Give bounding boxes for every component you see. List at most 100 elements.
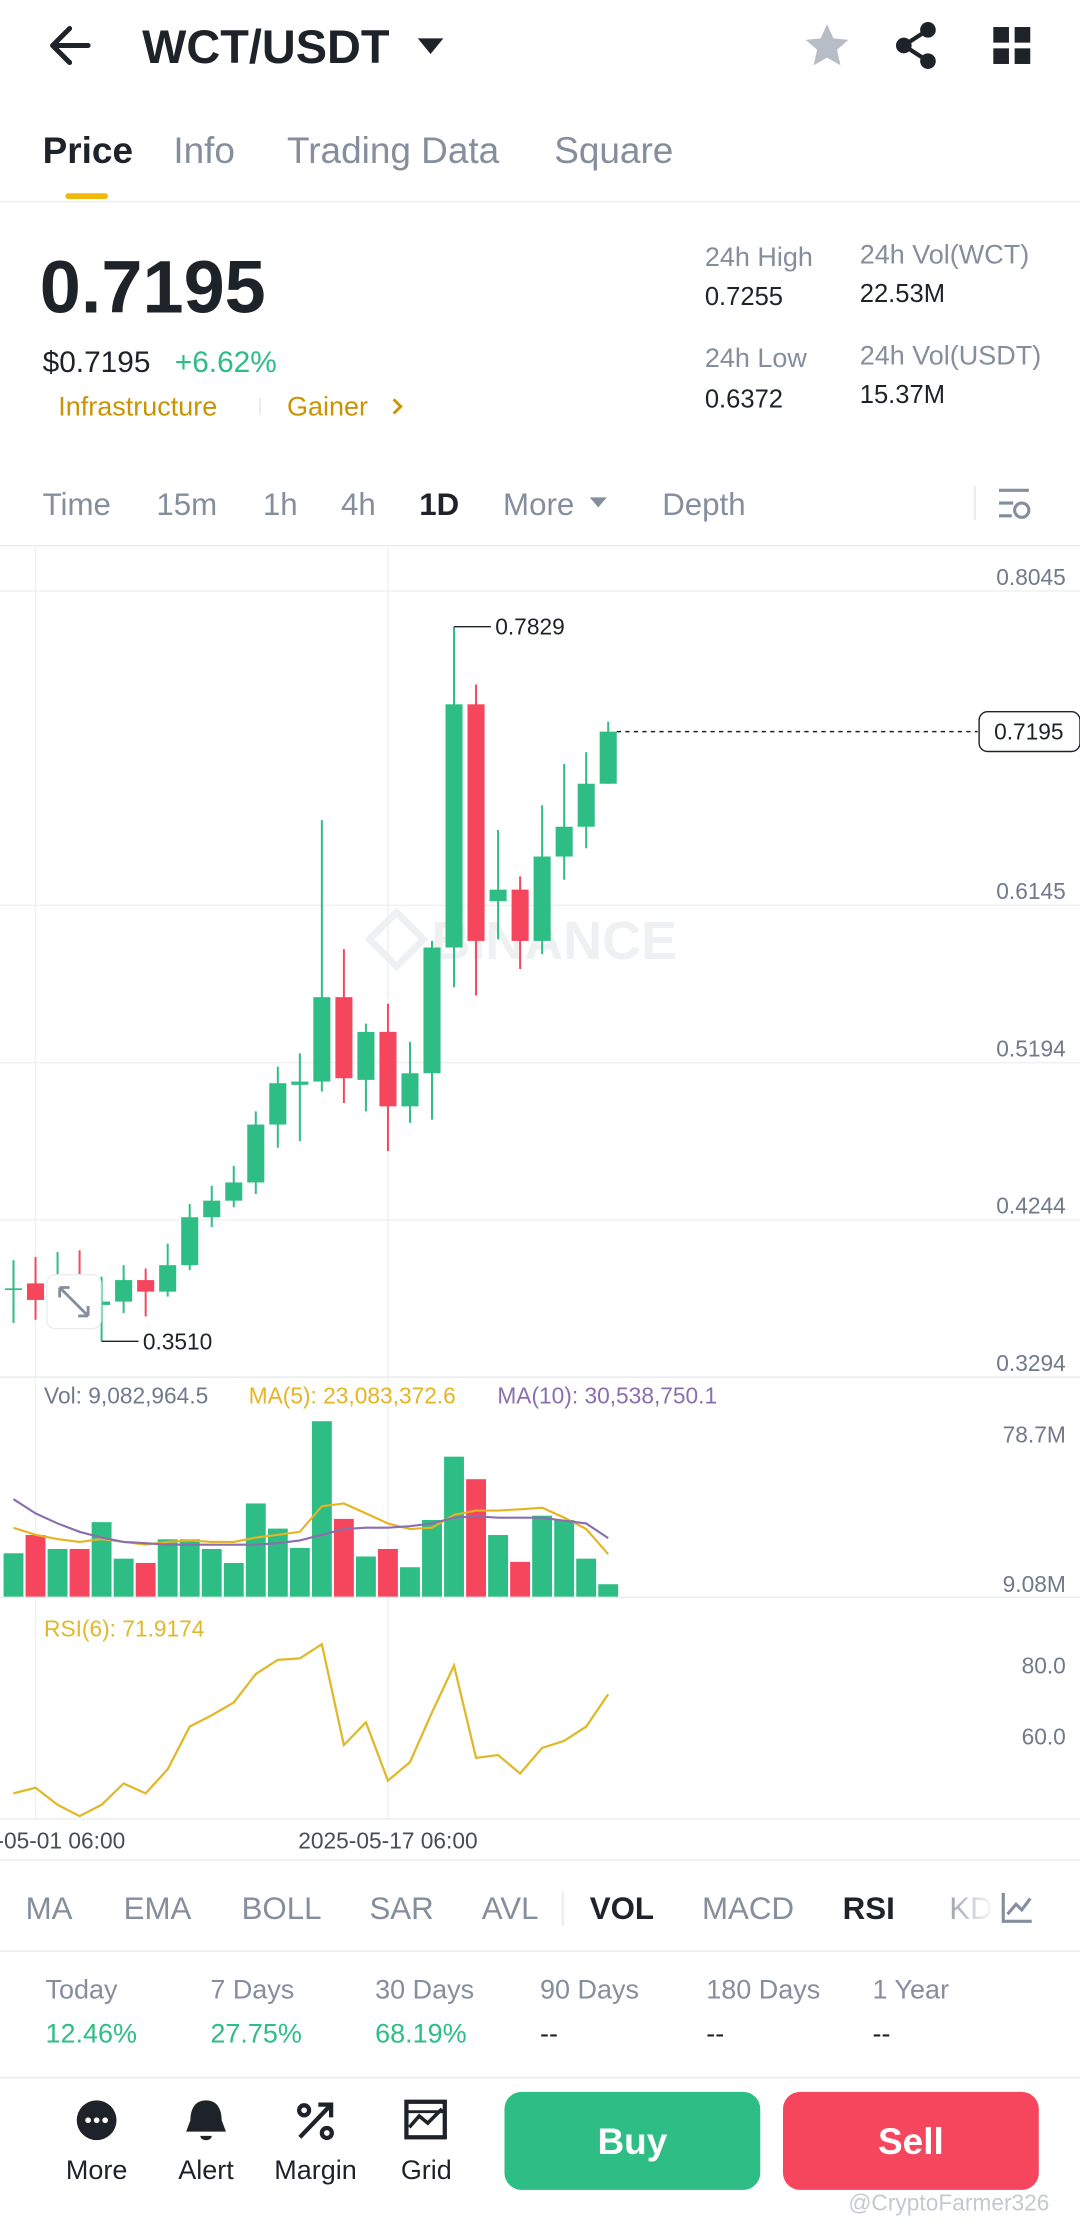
- last-price: 0.7195: [40, 246, 266, 329]
- interval[interactable]: 15m: [156, 487, 217, 522]
- back-button[interactable]: [50, 25, 91, 66]
- period-label: 180 Days: [706, 1975, 820, 2005]
- action-label[interactable]: Margin: [274, 2155, 356, 2185]
- interval[interactable]: 1h: [263, 487, 298, 522]
- y-tick-label: 9.08M: [1003, 1571, 1066, 1597]
- sell-label[interactable]: Sell: [878, 2121, 944, 2162]
- interval[interactable]: 1D: [419, 487, 459, 522]
- indicator-tab[interactable]: VOL: [590, 1891, 654, 1926]
- settings-gear: [1013, 501, 1031, 519]
- more-icon[interactable]: [76, 2100, 117, 2141]
- share-lines: [899, 28, 930, 63]
- indicator-tab[interactable]: AVL: [482, 1891, 539, 1926]
- period-value: 68.19%: [375, 2019, 467, 2049]
- volume-bar: [201, 1548, 222, 1598]
- legend-entry: MA(10): 30,538,750.1: [497, 1383, 717, 1409]
- share-button[interactable]: [895, 22, 936, 69]
- pair-title[interactable]: WCT/USDT: [142, 21, 390, 73]
- volume-bar: [378, 1548, 398, 1598]
- stat-label: 24h Vol(USDT): [860, 340, 1041, 370]
- y-tick-label: 0.3294: [996, 1350, 1065, 1376]
- indicator-tab[interactable]: EMA: [124, 1891, 192, 1926]
- alert-icon[interactable]: [186, 2100, 226, 2141]
- buy-label[interactable]: Buy: [597, 2121, 667, 2162]
- action-label[interactable]: Alert: [178, 2155, 234, 2185]
- candle-body: [27, 1283, 45, 1300]
- x-tick-label: 2025-05-01 06:00: [0, 1827, 125, 1853]
- icon-dot: [93, 2117, 100, 2124]
- performance-row: Today 12.46% 7 Days 27.75% 30 Days 68.19% 90 D…: [45, 1975, 949, 2049]
- volume-bar: [422, 1519, 442, 1598]
- tag[interactable]: Gainer: [287, 391, 368, 421]
- grid-icon[interactable]: [404, 2099, 447, 2140]
- candle-body: [247, 1124, 265, 1183]
- stat-value: 22.53M: [860, 280, 945, 308]
- candle-body: [225, 1182, 243, 1201]
- period-label: 1 Year: [873, 1975, 950, 2005]
- tab[interactable]: Square: [554, 130, 673, 171]
- grid-menu[interactable]: [993, 27, 1031, 64]
- buy-button[interactable]: [504, 2091, 761, 2190]
- legend-entry: MA(5): 23,083,372.6: [249, 1383, 456, 1409]
- indicator-tab[interactable]: RSI: [843, 1891, 895, 1926]
- period-value: 27.75%: [210, 2019, 302, 2049]
- tag[interactable]: Infrastructure: [58, 391, 217, 421]
- volume-bar: [554, 1519, 575, 1598]
- y-tick-label: 0.8045: [996, 564, 1065, 590]
- low-marker-label: 0.3510: [143, 1328, 213, 1354]
- interval[interactable]: 4h: [341, 487, 376, 522]
- margin-arrow: [298, 2102, 334, 2139]
- volume-bar: [400, 1567, 420, 1598]
- action-label[interactable]: More: [66, 2155, 127, 2185]
- action-label[interactable]: Grid: [401, 2155, 452, 2185]
- interval[interactable]: More: [503, 487, 574, 522]
- x-tick-label: 2025-05-17 06:00: [298, 1827, 477, 1853]
- y-tick-label: 0.5194: [996, 1035, 1065, 1061]
- tag-chevron: [392, 398, 403, 415]
- volume-bar: [488, 1535, 509, 1598]
- interval[interactable]: Time: [43, 487, 111, 522]
- volume-bar: [510, 1561, 531, 1598]
- price-change: +6.62%: [175, 346, 277, 379]
- tab[interactable]: Price: [43, 130, 133, 171]
- indicator-settings[interactable]: [1001, 1892, 1032, 1923]
- chart: BINANCE0.80450.61450.51940.42440.3294202…: [0, 547, 1080, 1853]
- last-price-label: 0.7195: [994, 719, 1064, 745]
- tab[interactable]: Trading Data: [287, 130, 500, 171]
- indicator-tab[interactable]: MACD: [702, 1891, 794, 1926]
- tab[interactable]: Info: [173, 130, 235, 171]
- watermark-logo: [364, 907, 429, 972]
- indicator-tab[interactable]: BOLL: [242, 1891, 322, 1926]
- chart-settings[interactable]: [999, 488, 1031, 519]
- sell-button[interactable]: [783, 2091, 1039, 2190]
- stat-label: 24h Vol(WCT): [860, 239, 1029, 269]
- pair-dropdown[interactable]: [417, 38, 444, 55]
- settings-lines: [999, 488, 1029, 518]
- more-dropdown: [589, 497, 607, 508]
- volume-bar: [311, 1421, 332, 1598]
- stat-label: 24h Low: [705, 343, 808, 373]
- candle-body: [335, 997, 353, 1079]
- volume-bar: [69, 1548, 90, 1598]
- watermark: @CryptoFarmer326: [848, 2190, 1049, 2216]
- margin-icon[interactable]: [297, 2102, 334, 2141]
- volume-bar: [333, 1518, 354, 1598]
- y-tick-label: 0.6145: [996, 878, 1065, 904]
- interval[interactable]: Depth: [662, 487, 745, 522]
- volume-bar: [223, 1562, 244, 1598]
- candle-body: [137, 1280, 155, 1292]
- favorite-star[interactable]: [805, 24, 849, 66]
- grid-line-icon: [407, 2107, 444, 2129]
- volume-bar: [444, 1456, 464, 1598]
- candle-body: [489, 889, 507, 902]
- volume-bar: [47, 1548, 68, 1598]
- y-tick-label: 60.0: [1022, 1724, 1066, 1750]
- candle-body: [555, 826, 573, 857]
- candle-body: [269, 1083, 287, 1125]
- indicator-tab[interactable]: MA: [26, 1891, 73, 1926]
- indicator-tab[interactable]: SAR: [369, 1891, 433, 1926]
- fade: [937, 1878, 995, 1936]
- candle-body: [511, 889, 529, 941]
- fullscreen-button[interactable]: [46, 1274, 102, 1330]
